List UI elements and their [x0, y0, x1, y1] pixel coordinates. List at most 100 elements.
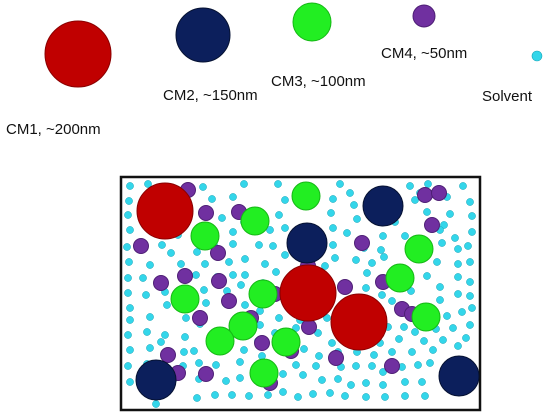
- solvent-particle: [279, 388, 287, 396]
- cm4-particle: [198, 205, 214, 221]
- solvent-particle: [126, 346, 134, 354]
- solvent-particle: [381, 393, 389, 401]
- solvent-particle: [388, 348, 396, 356]
- solvent-particle: [336, 180, 344, 188]
- solvent-particle: [266, 226, 274, 234]
- solvent-particle: [225, 258, 233, 266]
- cm3-particle: [411, 302, 441, 332]
- solvent-particle: [167, 249, 175, 257]
- cm4-particle: [153, 275, 169, 291]
- solvent-particle: [315, 352, 323, 360]
- cm4-particle: [384, 358, 400, 374]
- solvent-particle: [458, 308, 466, 316]
- cm4-particle: [431, 185, 447, 201]
- solvent-particle: [126, 304, 134, 312]
- solvent-particle: [466, 292, 474, 300]
- cm4-particle: [354, 235, 370, 251]
- solvent-particle: [279, 370, 287, 378]
- solvent-particle: [454, 273, 462, 281]
- solvent-particle: [193, 394, 201, 402]
- solvent-particle: [454, 260, 462, 268]
- solvent-particle: [454, 342, 462, 350]
- cm3-particle: [240, 206, 270, 236]
- cm3-particle: [228, 311, 258, 341]
- solvent-particle: [454, 290, 462, 298]
- solvent-particle: [181, 333, 189, 341]
- solvent-particle: [182, 314, 190, 322]
- solvent-particle: [237, 281, 245, 289]
- solvent-particle: [329, 241, 337, 249]
- solvent-particle: [423, 208, 431, 216]
- legend-cm1-circle: [44, 20, 112, 88]
- solvent-particle: [401, 232, 409, 240]
- solvent-particle: [438, 239, 446, 247]
- solvent-particle: [323, 314, 331, 322]
- solvent-particle: [411, 196, 419, 204]
- solvent-particle: [379, 232, 387, 240]
- solvent-particle: [329, 195, 337, 203]
- solvent-particle: [222, 377, 230, 385]
- solvent-particle: [309, 390, 317, 398]
- solvent-particle: [177, 260, 185, 268]
- legend-cm1-label: CM1, ~200nm: [6, 121, 101, 138]
- solvent-particle: [343, 229, 351, 237]
- mixture-box: [119, 175, 482, 412]
- solvent-particle: [199, 183, 207, 191]
- cm4-particle: [133, 238, 149, 254]
- solvent-particle: [126, 378, 134, 386]
- solvent-particle: [314, 329, 322, 337]
- solvent-particle: [312, 362, 320, 370]
- solvent-particle: [334, 375, 342, 383]
- solvent-particle: [346, 189, 354, 197]
- solvent-particle: [408, 348, 416, 356]
- solvent-particle: [202, 299, 210, 307]
- solvent-particle: [379, 368, 387, 376]
- solvent-particle: [281, 224, 289, 232]
- solvent-particle: [144, 180, 152, 188]
- solvent-particle: [443, 312, 451, 320]
- cm2-particle: [362, 185, 404, 227]
- solvent-particle: [329, 224, 337, 232]
- solvent-particle: [328, 339, 336, 347]
- cm3-particle: [248, 279, 278, 309]
- solvent-particle: [269, 242, 277, 250]
- legend-cm4-circle: [412, 4, 436, 28]
- solvent-particle: [433, 258, 441, 266]
- solvent-particle: [240, 180, 248, 188]
- solvent-particle: [341, 392, 349, 400]
- mixture-particles: [123, 180, 480, 408]
- legend-solvent-circle: [531, 50, 543, 62]
- solvent-particle: [347, 381, 355, 389]
- cm4-particle: [160, 347, 176, 363]
- solvent-particle: [126, 182, 134, 190]
- solvent-particle: [124, 362, 132, 370]
- solvent-particle: [124, 331, 132, 339]
- solvent-particle: [321, 262, 329, 270]
- solvent-particle: [240, 346, 248, 354]
- cm3-particle: [249, 358, 279, 388]
- solvent-particle: [241, 255, 249, 263]
- cm4-particle: [177, 268, 193, 284]
- solvent-particle: [368, 362, 376, 370]
- solvent-particle: [331, 254, 339, 262]
- cm4-particle: [198, 366, 214, 382]
- solvent-particle: [201, 260, 209, 268]
- solvent-particle: [446, 210, 454, 218]
- solvent-particle: [211, 391, 219, 399]
- cm4-particle: [337, 279, 353, 295]
- legend-cm3-label: CM3, ~100nm: [271, 73, 366, 90]
- solvent-particle: [193, 248, 201, 256]
- solvent-particle: [124, 274, 132, 282]
- solvent-particle: [241, 301, 249, 309]
- solvent-particle: [368, 259, 376, 267]
- solvent-particle: [362, 379, 370, 387]
- cm4-particle: [210, 245, 226, 261]
- cm4-particle: [254, 335, 270, 351]
- solvent-particle: [401, 378, 409, 386]
- solvent-particle: [436, 296, 444, 304]
- solvent-particle: [424, 180, 432, 188]
- solvent-particle: [327, 209, 335, 217]
- solvent-particle: [353, 215, 361, 223]
- solvent-particle: [152, 400, 160, 408]
- solvent-particle: [126, 316, 134, 324]
